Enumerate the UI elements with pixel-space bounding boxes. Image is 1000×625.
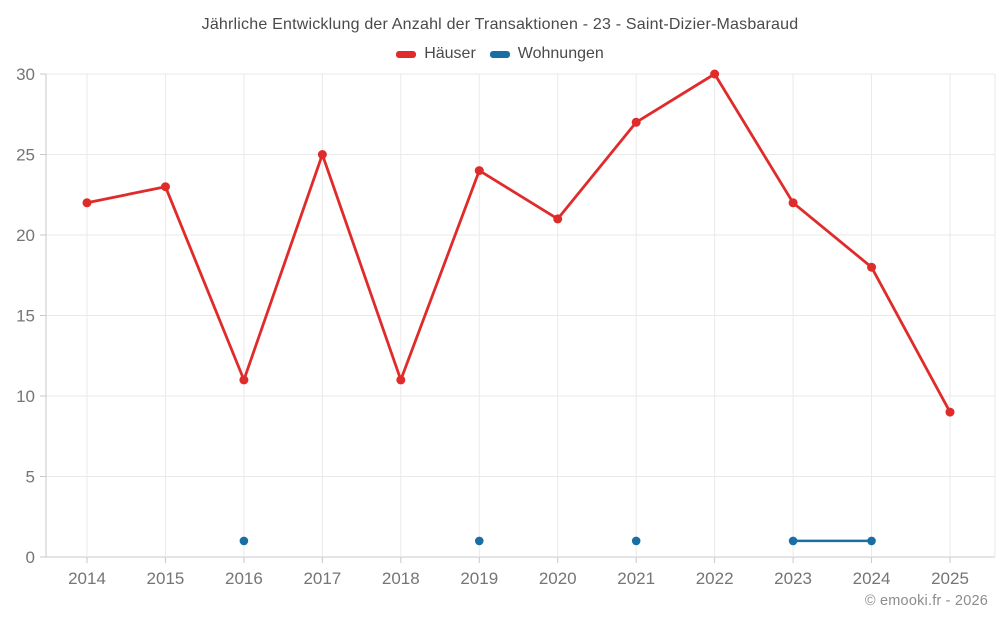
data-point-hauser-2015 xyxy=(160,182,170,192)
legend-label: Wohnungen xyxy=(517,45,604,62)
y-tick-label: 10 xyxy=(16,387,35,406)
data-point-hauser-2017 xyxy=(317,150,327,159)
y-tick-label: 20 xyxy=(16,226,35,245)
data-point-hauser-2023 xyxy=(788,198,798,208)
x-tick-label: 2016 xyxy=(225,569,263,588)
x-tick-label: 2017 xyxy=(303,569,341,588)
x-tick-label: 2014 xyxy=(68,569,106,588)
chart-legend: Häuser Wohnungen xyxy=(0,45,1000,63)
data-point-wohnungen-2021 xyxy=(631,536,641,546)
y-tick-label: 30 xyxy=(16,65,35,84)
data-point-wohnungen-2019 xyxy=(474,536,484,546)
data-point-wohnungen-2023 xyxy=(788,536,798,546)
y-tick-label: 15 xyxy=(16,307,35,326)
y-tick-label: 0 xyxy=(26,548,35,567)
y-tick-label: 25 xyxy=(16,146,35,165)
data-point-hauser-2022 xyxy=(710,69,720,79)
x-tick-label: 2023 xyxy=(774,569,812,588)
x-tick-label: 2015 xyxy=(147,569,185,588)
data-point-hauser-2018 xyxy=(396,375,406,385)
watermark: © emooki.fr - 2026 xyxy=(864,593,988,609)
legend-item-wohnungen[interactable]: Wohnungen xyxy=(489,45,604,63)
x-tick-label: 2018 xyxy=(382,569,420,588)
legend-label: Häuser xyxy=(424,45,476,62)
x-tick-label: 2021 xyxy=(617,569,655,588)
data-point-hauser-2020 xyxy=(553,214,563,224)
data-point-wohnungen-2024 xyxy=(867,536,876,546)
legend-marker-wohnungen xyxy=(489,50,510,58)
data-point-hauser-2016 xyxy=(239,375,249,385)
x-tick-label: 2022 xyxy=(696,569,734,588)
series-line-hauser xyxy=(85,72,952,414)
legend-item-hauser[interactable]: Häuser xyxy=(396,45,476,63)
y-tick-label: 5 xyxy=(26,468,35,487)
data-point-wohnungen-2016 xyxy=(239,536,249,546)
data-point-hauser-2024 xyxy=(867,262,877,272)
legend-marker-hauser xyxy=(396,50,417,58)
x-tick-label: 2019 xyxy=(460,569,498,588)
x-tick-label: 2020 xyxy=(539,569,577,588)
data-point-hauser-2014 xyxy=(82,198,92,208)
x-tick-label: 2024 xyxy=(853,569,891,588)
data-point-hauser-2019 xyxy=(474,166,484,176)
x-tick-label: 2025 xyxy=(931,569,969,588)
data-point-hauser-2021 xyxy=(631,117,641,127)
chart-title: Jährliche Entwicklung der Anzahl der Tra… xyxy=(201,16,799,33)
data-point-hauser-2025 xyxy=(945,407,955,417)
